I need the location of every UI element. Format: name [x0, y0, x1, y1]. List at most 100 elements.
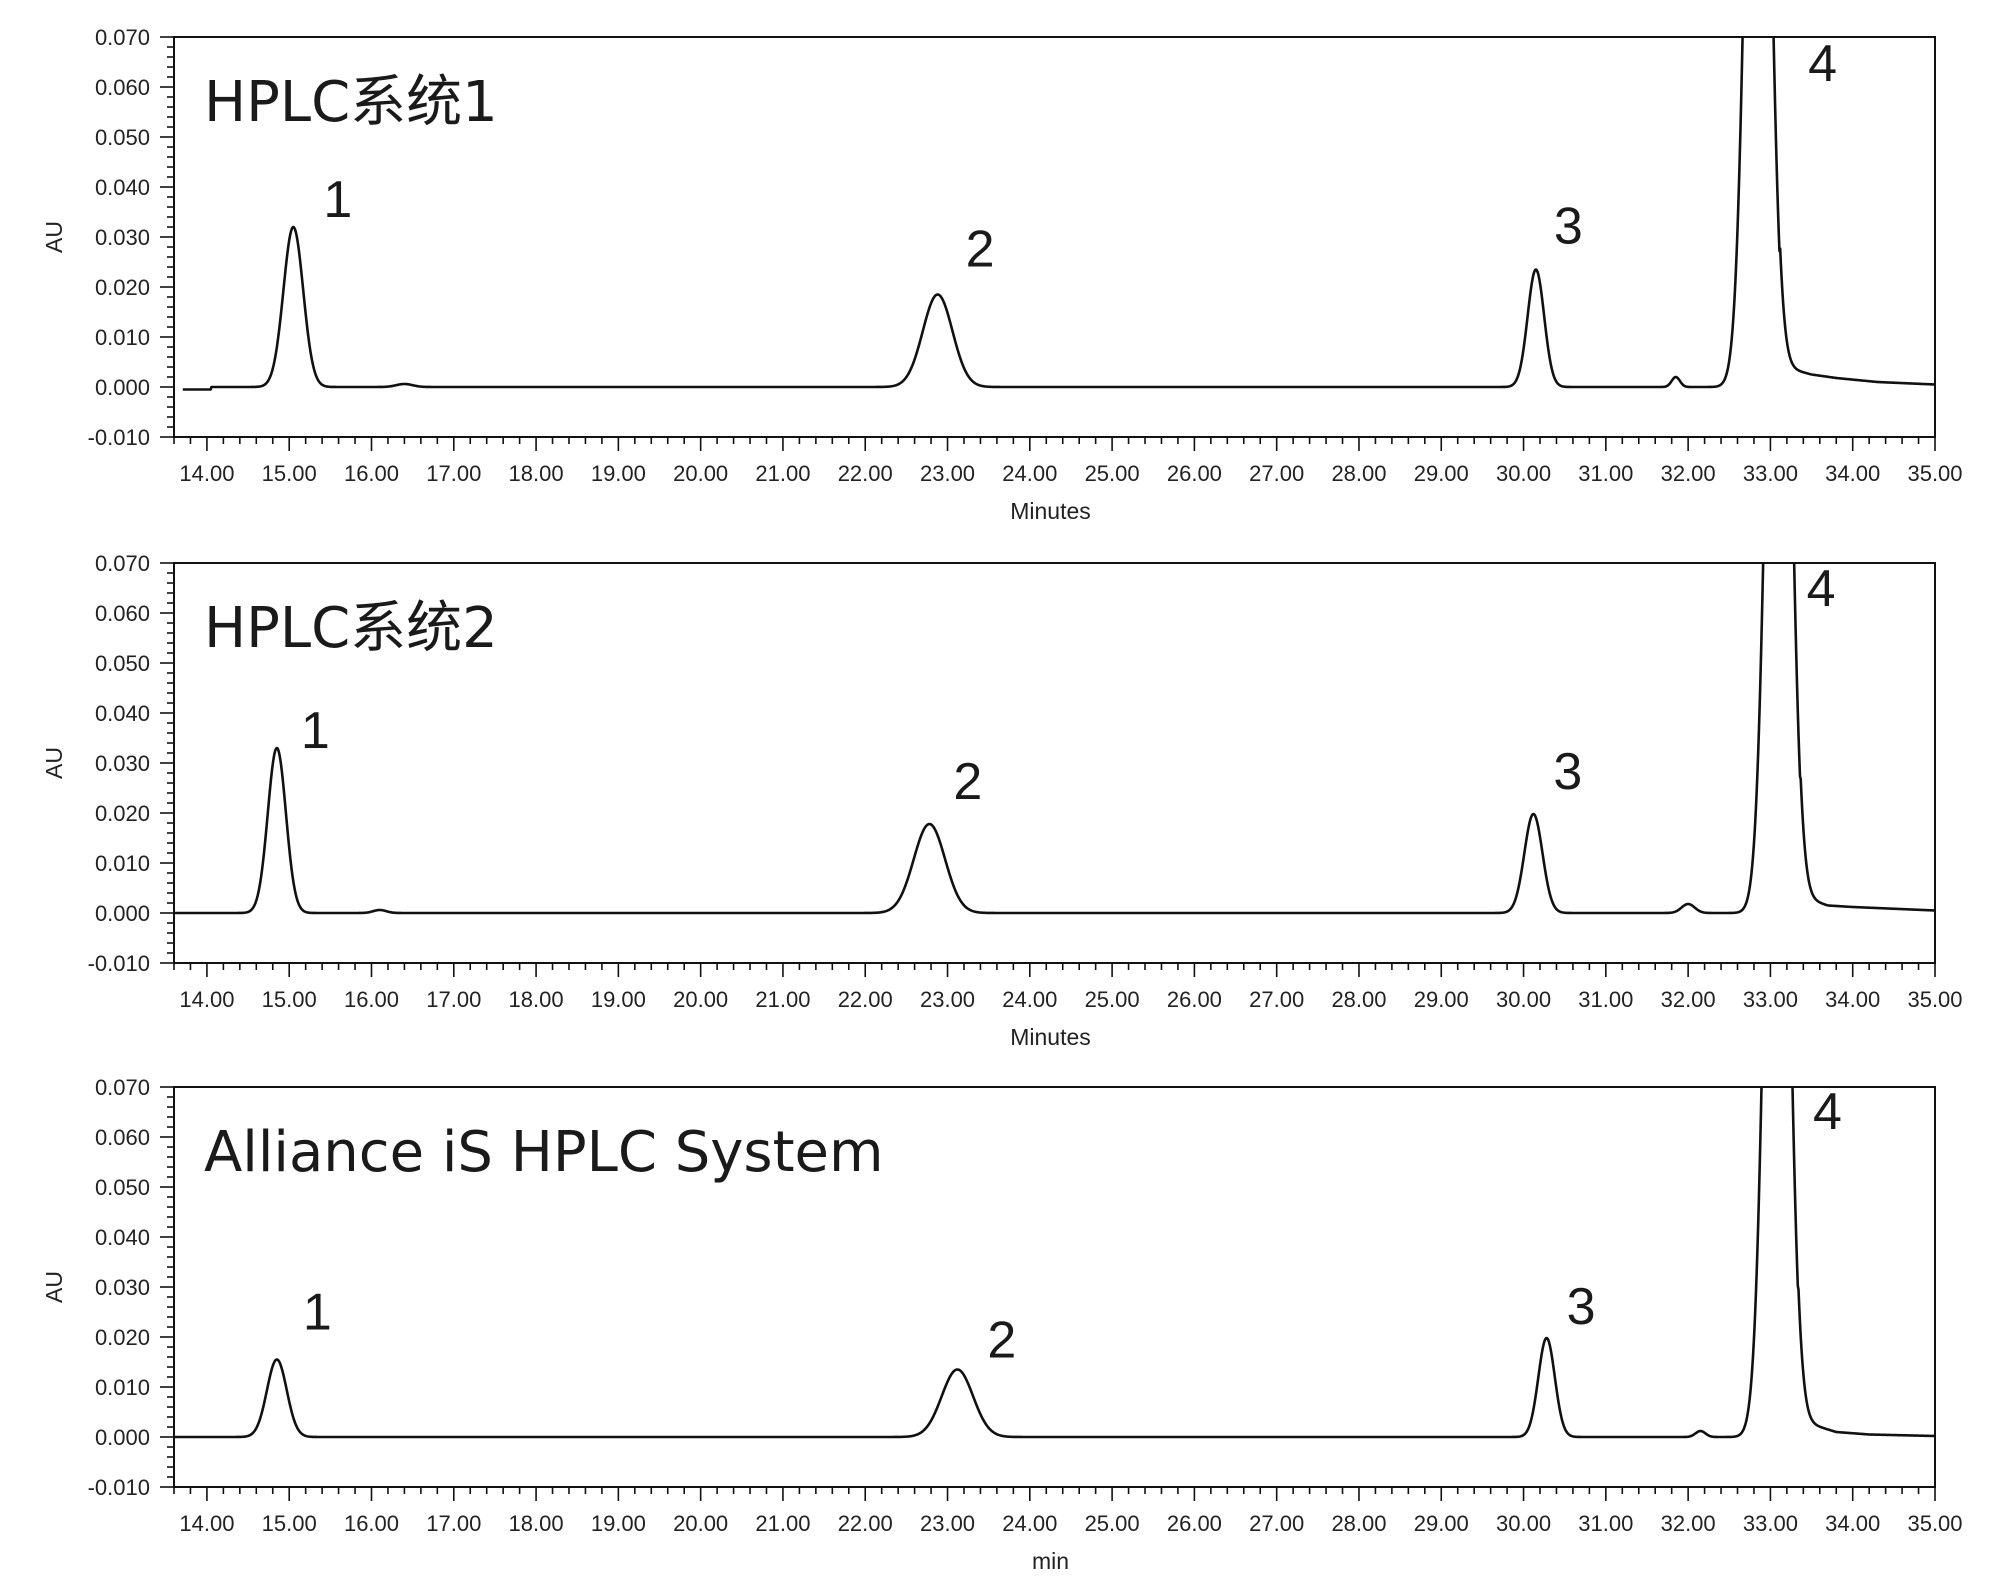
peak-label: 4: [1807, 560, 1836, 618]
x-tick-label: 35.00: [1907, 1511, 1962, 1536]
x-tick-label: 24.00: [1002, 987, 1057, 1012]
x-tick-label: 26.00: [1167, 987, 1222, 1012]
x-tick-label: 25.00: [1085, 1511, 1140, 1536]
y-tick-label: 0.060: [95, 601, 150, 626]
y-tick-label: 0.070: [95, 25, 150, 50]
x-tick-label: 33.00: [1743, 987, 1798, 1012]
x-tick-label: 26.00: [1167, 1511, 1222, 1536]
x-tick-label: 23.00: [920, 461, 975, 486]
peak-label: 2: [966, 221, 995, 279]
y-axis-label: AU: [41, 221, 67, 253]
x-tick-label: 15.00: [262, 1511, 317, 1536]
peak-label: 3: [1553, 743, 1582, 801]
chart-panel-1: -0.010 0.000 0.010 0.020 0.030 0.040 0.050 0.06…: [41, 25, 1963, 524]
x-tick-label: 29.00: [1414, 1511, 1469, 1536]
x-tick-label: 19.00: [591, 461, 646, 486]
x-tick-label: 21.00: [755, 987, 810, 1012]
x-tick-label: 19.00: [591, 987, 646, 1012]
y-tick-label: 0.040: [95, 1225, 150, 1250]
y-tick-label: 0.040: [95, 701, 150, 726]
y-tick-label: 0.030: [95, 1275, 150, 1300]
y-tick-label: 0.050: [95, 651, 150, 676]
x-tick-label: 28.00: [1331, 987, 1386, 1012]
y-tick-label: 0.050: [95, 1175, 150, 1200]
y-tick-label: 0.050: [95, 125, 150, 150]
x-tick-label: 18.00: [509, 987, 564, 1012]
x-tick-label: 26.00: [1167, 461, 1222, 486]
x-tick-label: 17.00: [426, 987, 481, 1012]
y-tick-label: -0.010: [88, 1475, 150, 1500]
x-tick-label: 27.00: [1249, 1511, 1304, 1536]
x-tick-label: 19.00: [591, 1511, 646, 1536]
chart-panel-3: -0.010 0.000 0.010 0.020 0.030 0.040 0.050 0.06…: [41, 1075, 1963, 1574]
x-tick-label: 32.00: [1661, 1511, 1716, 1536]
x-tick-label: 15.00: [262, 987, 317, 1012]
y-axis-label: AU: [41, 747, 67, 779]
x-tick-label: 16.00: [344, 1511, 399, 1536]
x-tick-label: 16.00: [344, 461, 399, 486]
x-tick-label: 18.00: [509, 461, 564, 486]
peak-label: 1: [301, 702, 330, 760]
x-tick-label: 28.00: [1331, 1511, 1386, 1536]
peak-label: 1: [323, 171, 352, 229]
x-tick-label: 34.00: [1825, 1511, 1880, 1536]
x-tick-label: 23.00: [920, 987, 975, 1012]
x-tick-label: 29.00: [1414, 987, 1469, 1012]
x-tick-label: 24.00: [1002, 1511, 1057, 1536]
y-tick-label: -0.010: [88, 425, 150, 450]
x-tick-label: 32.00: [1661, 461, 1716, 486]
x-tick-label: 21.00: [755, 461, 810, 486]
chart-panel-2: -0.010 0.000 0.010 0.020 0.030 0.040 0.050 0.06…: [41, 551, 1963, 1050]
x-tick-label: 34.00: [1825, 461, 1880, 486]
peak-label: 4: [1808, 35, 1837, 93]
x-tick-label: 30.00: [1496, 461, 1551, 486]
y-tick-label: 0.060: [95, 75, 150, 100]
y-tick-label: 0.020: [95, 1325, 150, 1350]
panel-title: HPLC系统2: [204, 596, 498, 661]
x-tick-label: 35.00: [1907, 987, 1962, 1012]
x-tick-label: 28.00: [1331, 461, 1386, 486]
peak-label: 3: [1554, 198, 1583, 256]
chromatogram-trace: [182, 37, 1935, 391]
y-tick-label: 0.010: [95, 1375, 150, 1400]
x-tick-label: 14.00: [179, 987, 234, 1012]
x-tick-label: 25.00: [1085, 461, 1140, 486]
chromatogram-trace: [174, 1087, 1935, 1439]
y-tick-label: 0.030: [95, 751, 150, 776]
x-tick-label: 23.00: [920, 1511, 975, 1536]
panel-title: HPLC系统1: [204, 70, 498, 135]
peak-label: 1: [303, 1284, 332, 1342]
x-tick-label: 30.00: [1496, 987, 1551, 1012]
x-tick-label: 31.00: [1578, 461, 1633, 486]
x-tick-label: 30.00: [1496, 1511, 1551, 1536]
x-tick-label: 33.00: [1743, 461, 1798, 486]
y-tick-label: 0.070: [95, 1075, 150, 1100]
peak-label: 2: [953, 753, 982, 811]
y-tick-label: 0.000: [95, 901, 150, 926]
peak-label: 2: [987, 1312, 1016, 1370]
x-tick-label: 32.00: [1661, 987, 1716, 1012]
x-tick-label: 18.00: [509, 1511, 564, 1536]
y-tick-label: 0.020: [95, 801, 150, 826]
x-axis-label: Minutes: [1010, 498, 1091, 524]
peak-label: 3: [1567, 1278, 1596, 1336]
peak-label: 4: [1813, 1083, 1842, 1141]
x-tick-label: 24.00: [1002, 461, 1057, 486]
chromatogram-trace: [174, 563, 1935, 915]
x-tick-label: 22.00: [838, 987, 893, 1012]
x-tick-label: 20.00: [673, 1511, 728, 1536]
x-tick-label: 27.00: [1249, 461, 1304, 486]
y-tick-label: 0.070: [95, 551, 150, 576]
x-tick-label: 22.00: [838, 461, 893, 486]
x-tick-label: 17.00: [426, 461, 481, 486]
y-tick-label: 0.010: [95, 325, 150, 350]
x-tick-label: 14.00: [179, 1511, 234, 1536]
x-tick-label: 29.00: [1414, 461, 1469, 486]
x-tick-label: 31.00: [1578, 987, 1633, 1012]
x-tick-label: 22.00: [838, 1511, 893, 1536]
y-tick-label: 0.030: [95, 225, 150, 250]
x-tick-label: 25.00: [1085, 987, 1140, 1012]
y-tick-label: 0.060: [95, 1125, 150, 1150]
panel-title: Alliance iS HPLC System: [204, 1120, 884, 1185]
